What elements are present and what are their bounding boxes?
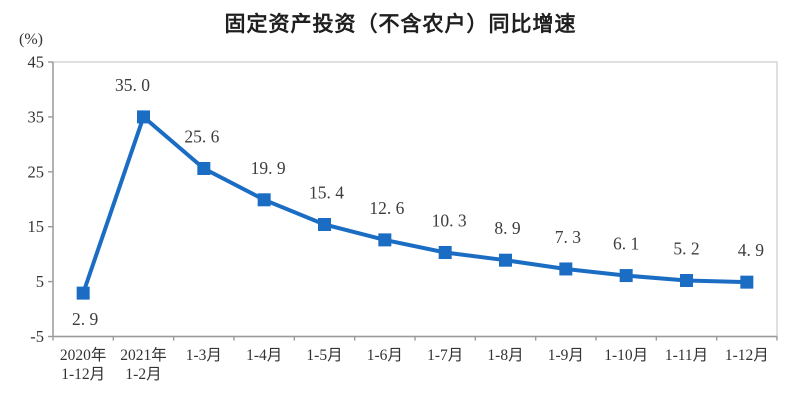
data-point-marker xyxy=(378,233,392,247)
y-axis-tick-label: -5 xyxy=(30,327,44,346)
x-axis-tick-label: 2020年 1-12月 xyxy=(60,346,107,383)
x-axis-tick-label: 1-10月 xyxy=(604,347,648,364)
data-point-marker xyxy=(197,162,211,176)
x-axis-tick-label: 1-4月 xyxy=(246,347,282,364)
data-point-marker xyxy=(559,262,573,276)
data-point-marker xyxy=(137,110,150,124)
data-point-marker xyxy=(499,253,512,267)
data-point-label: 5. 2 xyxy=(673,239,699,259)
data-point-label: 25. 6 xyxy=(184,127,219,147)
data-point-label: 8. 9 xyxy=(494,218,521,238)
chart-title: 固定资产投资（不含农户）同比增速 xyxy=(224,13,577,36)
x-axis-tick-label: 1-5月 xyxy=(306,347,342,364)
x-axis-tick-label: 1-9月 xyxy=(548,347,584,364)
data-point-label: 7. 3 xyxy=(555,227,582,247)
x-axis-tick-label: 1-3月 xyxy=(186,347,222,364)
data-point-marker xyxy=(619,269,633,283)
data-point-marker xyxy=(318,218,331,232)
data-point-label: 10. 3 xyxy=(432,211,467,231)
data-point-label: 15. 4 xyxy=(309,183,344,203)
y-axis-tick-label: 25 xyxy=(28,162,45,181)
data-point-label: 2. 9 xyxy=(72,309,99,329)
data-point-marker xyxy=(76,286,90,300)
data-point-label: 4. 9 xyxy=(738,240,765,260)
y-axis-unit-label: (%) xyxy=(19,31,43,48)
x-axis-tick-label: 1-11月 xyxy=(665,347,708,364)
data-point-label: 6. 1 xyxy=(613,234,639,254)
x-axis-tick-label: 1-12月 xyxy=(725,347,769,364)
y-axis-tick-label: 15 xyxy=(28,217,45,236)
chart-line xyxy=(81,113,747,294)
data-point-marker xyxy=(680,274,693,288)
data-point-marker xyxy=(740,275,754,289)
data-point-label: 19. 9 xyxy=(251,158,286,178)
y-axis-tick-label: 5 xyxy=(36,272,44,291)
x-axis-tick-label: 2021年 1-2月 xyxy=(120,346,167,383)
x-axis-tick-label: 1-7月 xyxy=(427,347,463,364)
plot-area-border xyxy=(52,61,778,338)
data-point-label: 35. 0 xyxy=(115,75,150,95)
x-axis-tick-label: 1-6月 xyxy=(367,347,403,364)
data-point-marker xyxy=(438,246,452,260)
y-axis-tick-label: 45 xyxy=(28,53,45,72)
data-point-label: 12. 6 xyxy=(369,198,404,218)
y-axis-tick-label: 35 xyxy=(28,107,45,126)
data-point-marker xyxy=(257,193,271,207)
x-axis-tick-label: 1-8月 xyxy=(487,347,523,364)
